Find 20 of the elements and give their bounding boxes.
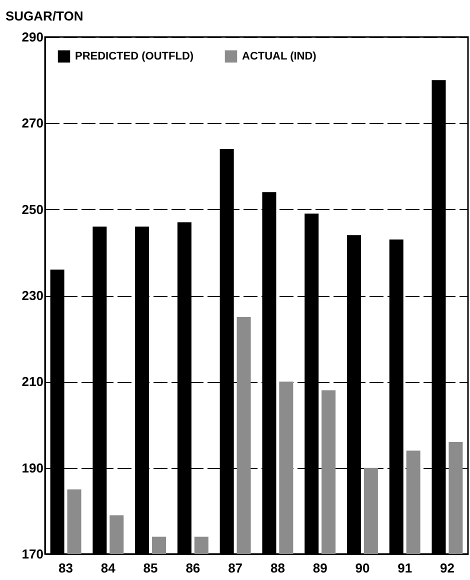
y-tick-label: 170 <box>22 546 44 562</box>
y-tick-label: 190 <box>22 460 44 476</box>
x-tick-label: 84 <box>100 560 116 576</box>
y-tick-label: 290 <box>22 30 44 44</box>
y-axis-title: SUGAR/TON <box>6 8 84 24</box>
x-tick-label: 86 <box>186 560 200 576</box>
legend-label: PREDICTED (OUTFLD) <box>75 50 194 62</box>
x-tick-label: 87 <box>228 560 243 576</box>
x-tick-label: 90 <box>355 560 370 576</box>
y-tick-label: 210 <box>22 374 44 390</box>
x-tick-label: 85 <box>143 560 158 576</box>
x-tick-label: 88 <box>270 560 285 576</box>
x-tick-label: 89 <box>312 560 328 576</box>
x-tick-label: 91 <box>398 560 412 576</box>
y-tick-label: 250 <box>22 202 44 217</box>
y-tick-label: 270 <box>22 116 44 131</box>
x-tick-label: 92 <box>440 560 454 576</box>
legend-label: ACTUAL (IND) <box>242 50 317 62</box>
y-tick-label: 230 <box>22 288 44 303</box>
x-tick-label: 83 <box>58 560 74 576</box>
